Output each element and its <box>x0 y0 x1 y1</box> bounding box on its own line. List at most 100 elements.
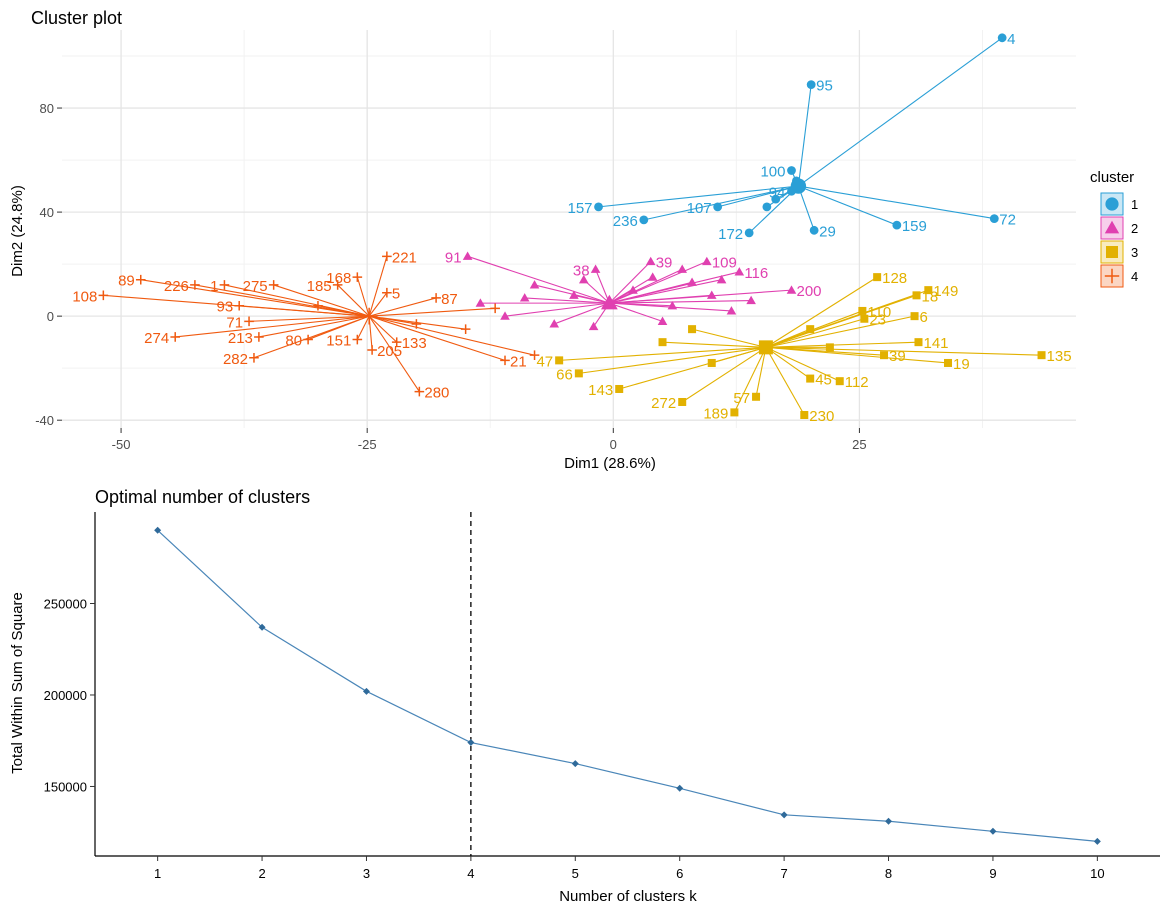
cluster-4-point <box>490 303 500 314</box>
cluster-4-segment <box>369 297 437 317</box>
cluster-4-segment <box>239 305 370 317</box>
y-tick-label: -40 <box>35 413 54 428</box>
cluster-4-point-label: 108 <box>72 288 97 305</box>
cluster-4-segment <box>258 315 370 338</box>
cluster-3-point <box>800 410 809 419</box>
legend-title: cluster <box>1090 169 1134 186</box>
cluster-2-point <box>628 285 638 294</box>
cluster-4-segment <box>368 292 388 317</box>
cluster-3-segment <box>733 347 767 413</box>
cluster-4-segment <box>337 284 370 317</box>
cluster-4-point <box>414 386 425 397</box>
cluster-2-point <box>734 267 745 276</box>
cluster-2-point-label: 109 <box>712 255 737 272</box>
cluster-1-point-label: 159 <box>902 218 927 235</box>
cluster-3-point-label: 47 <box>536 353 553 370</box>
cluster-4-point <box>382 287 392 298</box>
cluster-3-point <box>752 392 761 401</box>
cluster-2-point <box>578 274 589 284</box>
cluster-4-point <box>135 274 146 285</box>
cluster-3-segment <box>765 318 865 348</box>
cluster-1-center <box>790 178 807 194</box>
cluster-1-segment <box>797 185 815 231</box>
cluster-3-segment <box>755 347 767 397</box>
cluster-2-segment <box>609 268 683 304</box>
cluster-3-point <box>678 397 687 406</box>
cluster-4-segment <box>356 315 370 340</box>
cluster-4-segment <box>368 315 420 392</box>
cluster-2-point <box>746 295 756 305</box>
cluster-3-point-label: 143 <box>588 382 613 399</box>
cluster-1-point-label: 95 <box>816 78 833 95</box>
cluster-plot: Cluster plot 495100947215929172107236157… <box>9 8 1138 472</box>
y-tick-label: 0 <box>47 309 54 324</box>
cluster-3-segment <box>765 294 917 348</box>
cluster-4-point <box>529 350 540 360</box>
cluster-1-segment <box>598 185 799 208</box>
cluster-4-point <box>254 332 264 342</box>
cluster-3-point-label: 272 <box>651 395 676 412</box>
legend-symbol-4 <box>1104 268 1120 284</box>
cluster-1-point-label: 236 <box>613 213 638 230</box>
cluster-plot-panel <box>62 30 1076 428</box>
cluster-3-point <box>825 343 834 352</box>
elbow-x-tick-label: 9 <box>989 866 996 881</box>
cluster-1-point <box>787 166 796 175</box>
legend-label-2: 2 <box>1131 221 1138 236</box>
cluster-2-center <box>600 294 618 310</box>
cluster-3-point-label: 135 <box>1047 348 1072 365</box>
cluster-3-segment <box>765 346 1042 356</box>
elbow-point <box>362 687 370 695</box>
cluster-4-point <box>303 334 313 345</box>
cluster-4-point-label: 1 <box>210 278 218 295</box>
cluster-2-point <box>647 272 658 281</box>
cluster-plot-points <box>98 33 1046 419</box>
cluster-2-segment <box>609 294 712 304</box>
cluster-4-segment <box>356 276 370 317</box>
cluster-4-point-label: 274 <box>144 330 169 347</box>
cluster-3-point <box>880 351 889 360</box>
cluster-4-point-label: 80 <box>285 333 302 350</box>
cluster-3-point <box>944 358 953 367</box>
cluster-4-point-label: 280 <box>424 385 449 402</box>
cluster-4-point <box>382 251 392 262</box>
cluster-1-point <box>639 215 649 225</box>
cluster-plot-title: Cluster plot <box>31 8 122 28</box>
cluster-2-segment <box>608 261 652 304</box>
elbow-x-tick-label: 3 <box>363 866 370 881</box>
elbow-x-tick-label: 5 <box>572 866 579 881</box>
cluster-3-segment <box>765 328 811 348</box>
cluster-1-point <box>997 33 1007 43</box>
cluster-4-point-label: 226 <box>164 278 189 295</box>
cluster-2-point <box>519 293 530 302</box>
elbow-plot: Optimal number of clusters 1 2 3 4 5 6 7 8 9 10 15… <box>9 487 1160 905</box>
cluster-1-segment <box>797 84 812 187</box>
cluster-3-point <box>873 273 882 282</box>
cluster-1-point-label: 172 <box>718 226 743 243</box>
cluster-3-segment <box>662 341 766 348</box>
elbow-x-tick-label: 10 <box>1090 866 1104 881</box>
elbow-point <box>676 784 684 792</box>
elbow-plot-axes: 1 2 3 4 5 6 7 8 9 10 150000 200000 250000 <box>44 512 1160 881</box>
cluster-4-point-label: 5 <box>392 286 400 303</box>
cluster-3-point <box>730 408 739 417</box>
elbow-x-tick-label: 1 <box>154 866 161 881</box>
cluster-4-point <box>268 280 279 290</box>
cluster-3-point-label: 45 <box>815 372 832 389</box>
elbow-polyline <box>157 529 1098 842</box>
cluster-3-segment <box>578 346 766 374</box>
cluster-4-point <box>249 352 259 363</box>
cluster-4-segment <box>307 315 370 341</box>
cluster-4-point-label: 168 <box>326 270 351 287</box>
cluster-4-segment <box>369 315 535 356</box>
cluster-3-point <box>914 338 923 347</box>
cluster-3-segment <box>765 346 949 364</box>
cluster-3-point-label: 128 <box>882 270 907 287</box>
cluster-2-point <box>786 285 797 294</box>
elbow-x-tick-label: 7 <box>781 866 788 881</box>
cluster-3-point <box>806 374 815 383</box>
cluster-4-point <box>391 337 402 347</box>
cluster-2-point <box>726 306 737 315</box>
cluster-4-point-label: 21 <box>510 353 527 370</box>
